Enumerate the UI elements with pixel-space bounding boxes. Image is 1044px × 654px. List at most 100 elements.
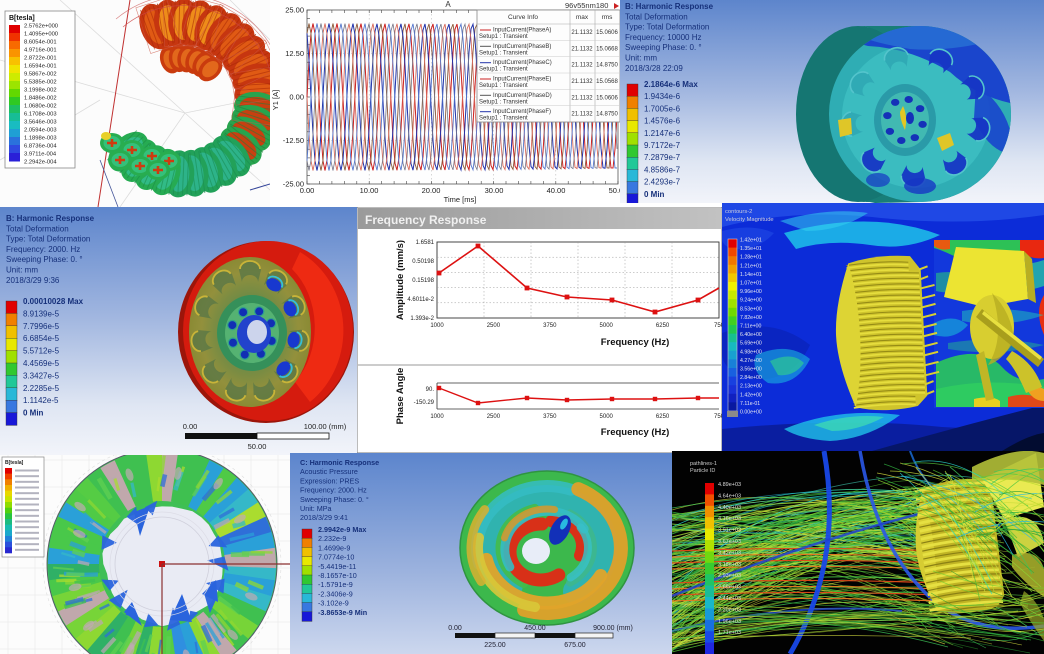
svg-text:2018/3/29 9:41: 2018/3/29 9:41 xyxy=(300,513,348,522)
svg-text:1.71e+03: 1.71e+03 xyxy=(718,630,741,636)
svg-text:0.00: 0.00 xyxy=(448,625,462,632)
svg-text:2.5762e+000: 2.5762e+000 xyxy=(24,24,58,30)
svg-text:-2.3406e-9: -2.3406e-9 xyxy=(318,589,353,598)
svg-text:Frequency: 2000. Hz: Frequency: 2000. Hz xyxy=(300,486,367,495)
svg-text:3.91e+03: 3.91e+03 xyxy=(718,528,741,534)
svg-text:InputCurrent(PhaseA): InputCurrent(PhaseA) xyxy=(493,28,551,34)
svg-text:6.8736e-004: 6.8736e-004 xyxy=(24,144,57,150)
svg-text:30.00: 30.00 xyxy=(485,186,504,195)
svg-text:9.96e+00: 9.96e+00 xyxy=(740,289,762,295)
svg-text:1.42e+01: 1.42e+01 xyxy=(740,238,762,244)
svg-text:1.2147e-6: 1.2147e-6 xyxy=(644,129,681,138)
svg-text:21.1132: 21.1132 xyxy=(571,95,593,101)
svg-text:15.0568: 15.0568 xyxy=(596,79,618,85)
svg-text:4.89e+03: 4.89e+03 xyxy=(718,482,741,488)
svg-text:4.98e+00: 4.98e+00 xyxy=(740,349,762,355)
svg-text:InputCurrent(PhaseD): InputCurrent(PhaseD) xyxy=(493,93,552,99)
svg-text:7.11e+00: 7.11e+00 xyxy=(740,324,762,330)
svg-text:7.82e+00: 7.82e+00 xyxy=(740,315,762,321)
svg-text:1.42e+00: 1.42e+00 xyxy=(740,392,762,398)
svg-text:1.07e+01: 1.07e+01 xyxy=(740,281,762,287)
svg-text:7.11e-01: 7.11e-01 xyxy=(740,401,760,407)
svg-text:1.35e+01: 1.35e+01 xyxy=(740,246,762,252)
svg-text:1.0680e-002: 1.0680e-002 xyxy=(24,104,57,110)
svg-text:21.1132: 21.1132 xyxy=(571,79,593,85)
svg-text:Type: Total Deformation: Type: Total Deformation xyxy=(625,23,709,32)
svg-text:Velocity Magnitude: Velocity Magnitude xyxy=(725,217,774,223)
svg-text:21.1132: 21.1132 xyxy=(571,63,593,69)
svg-text:750: 750 xyxy=(714,414,722,420)
svg-text:pathlines-1: pathlines-1 xyxy=(690,461,717,467)
svg-text:20.00: 20.00 xyxy=(422,186,441,195)
svg-text:5000: 5000 xyxy=(600,323,614,329)
svg-text:50.00: 50.00 xyxy=(609,186,620,195)
svg-text:50.00: 50.00 xyxy=(248,442,267,451)
svg-text:-3.8653e-9 Min: -3.8653e-9 Min xyxy=(318,608,367,617)
svg-text:Unit: mm: Unit: mm xyxy=(6,266,38,275)
svg-text:2.13e+00: 2.13e+00 xyxy=(740,384,762,390)
svg-text:5000: 5000 xyxy=(600,414,614,420)
svg-text:Phase Angle: Phase Angle xyxy=(395,368,406,425)
svg-text:4.27e+00: 4.27e+00 xyxy=(740,358,762,364)
svg-text:Frequency (Hz): Frequency (Hz) xyxy=(601,337,670,348)
svg-text:3.3427e-5: 3.3427e-5 xyxy=(23,371,60,380)
svg-text:9.5867e-002: 9.5867e-002 xyxy=(24,72,57,78)
svg-text:1.21e+01: 1.21e+01 xyxy=(740,263,762,269)
svg-text:1.4699e-9: 1.4699e-9 xyxy=(318,543,350,552)
svg-text:1.1142e-5: 1.1142e-5 xyxy=(23,396,59,405)
svg-text:Sweeping Phase: 0. °: Sweeping Phase: 0. ° xyxy=(625,43,702,52)
svg-text:Frequency: 10000 Hz: Frequency: 10000 Hz xyxy=(625,33,702,42)
svg-text:Amplitude (mm/s): Amplitude (mm/s) xyxy=(395,240,406,320)
svg-text:2.84e+00: 2.84e+00 xyxy=(740,375,762,381)
svg-text:2500: 2500 xyxy=(487,323,501,329)
svg-text:4.8586e-7: 4.8586e-7 xyxy=(644,165,681,174)
svg-text:750: 750 xyxy=(714,323,722,329)
svg-text:0.00010028 Max: 0.00010028 Max xyxy=(23,297,84,306)
svg-text:21.1132: 21.1132 xyxy=(571,46,593,52)
svg-text:0.00: 0.00 xyxy=(289,93,304,102)
svg-text:Particle ID: Particle ID xyxy=(690,468,715,474)
svg-text:1.6594e-001: 1.6594e-001 xyxy=(24,64,57,70)
svg-text:4.40e+03: 4.40e+03 xyxy=(718,505,741,511)
svg-text:1000: 1000 xyxy=(430,414,444,420)
svg-text:6.6854e-5: 6.6854e-5 xyxy=(23,334,60,343)
svg-text:Y1 [A]: Y1 [A] xyxy=(271,90,280,110)
svg-text:2.0594e-003: 2.0594e-003 xyxy=(24,128,57,134)
svg-text:0.00e+00: 0.00e+00 xyxy=(740,410,762,416)
svg-text:2.1864e-6 Max: 2.1864e-6 Max xyxy=(644,80,698,89)
svg-text:4.4569e-5: 4.4569e-5 xyxy=(23,359,60,368)
svg-text:Unit: mm: Unit: mm xyxy=(625,54,657,63)
svg-text:Setup1 : Transient: Setup1 : Transient xyxy=(479,116,528,122)
svg-text:A: A xyxy=(445,0,451,9)
svg-text:15.0606: 15.0606 xyxy=(596,95,618,101)
svg-text:2.9942e-9 Max: 2.9942e-9 Max xyxy=(318,525,366,534)
svg-text:0.15198: 0.15198 xyxy=(412,278,434,284)
svg-text:3.9711e-004: 3.9711e-004 xyxy=(24,152,57,158)
svg-text:contours-2: contours-2 xyxy=(725,209,752,215)
svg-text:4.16e+03: 4.16e+03 xyxy=(718,516,741,522)
svg-text:1.28e+01: 1.28e+01 xyxy=(740,255,762,261)
svg-text:Setup1 : Transient: Setup1 : Transient xyxy=(479,34,528,40)
svg-text:14.8750: 14.8750 xyxy=(596,63,618,69)
svg-text:675.00: 675.00 xyxy=(564,642,586,649)
svg-text:2.2285e-5: 2.2285e-5 xyxy=(23,384,60,393)
svg-text:6250: 6250 xyxy=(656,414,670,420)
svg-text:2.2942e-004: 2.2942e-004 xyxy=(24,160,57,166)
svg-text:40.00: 40.00 xyxy=(547,186,566,195)
svg-text:2.8722e-001: 2.8722e-001 xyxy=(24,56,57,62)
svg-text:5.5712e-5: 5.5712e-5 xyxy=(23,347,60,356)
svg-text:3.56e+00: 3.56e+00 xyxy=(740,367,762,373)
svg-text:-8.1657e-10: -8.1657e-10 xyxy=(318,571,357,580)
svg-text:Frequency Response: Frequency Response xyxy=(365,213,487,227)
svg-text:1.8486e-002: 1.8486e-002 xyxy=(24,96,57,102)
svg-text:-3.102e-9: -3.102e-9 xyxy=(318,599,349,608)
svg-text:Acoustic Pressure: Acoustic Pressure xyxy=(300,467,358,476)
svg-text:5.69e+00: 5.69e+00 xyxy=(740,341,762,347)
svg-text:B: Harmonic Response: B: Harmonic Response xyxy=(6,214,95,223)
svg-text:C: Harmonic Response: C: Harmonic Response xyxy=(300,458,379,467)
svg-text:2.232e-9: 2.232e-9 xyxy=(318,534,346,543)
svg-text:0 Min: 0 Min xyxy=(644,190,665,199)
svg-text:1.9434e-6: 1.9434e-6 xyxy=(644,92,681,101)
svg-text:4.6011e-2: 4.6011e-2 xyxy=(407,297,434,303)
svg-text:2.93e+03: 2.93e+03 xyxy=(718,573,741,579)
